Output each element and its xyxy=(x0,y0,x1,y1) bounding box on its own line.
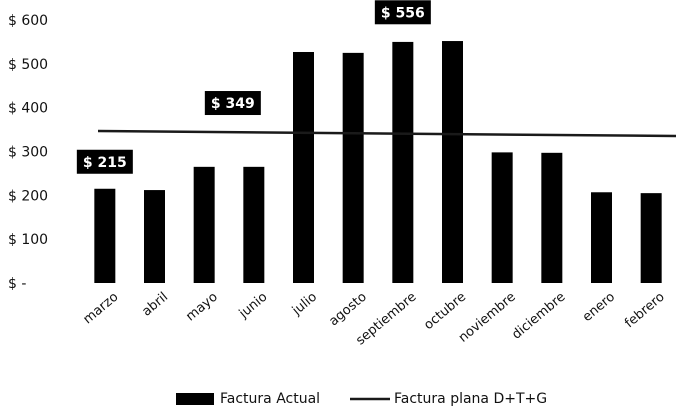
bar-junio xyxy=(243,166,265,283)
data-label-box xyxy=(204,91,261,116)
category-label: diciembre xyxy=(509,290,568,343)
legend: Factura Actual Factura plana D+T+G xyxy=(176,391,547,407)
bar-septiembre xyxy=(392,41,414,283)
category-label: febrero xyxy=(622,290,668,332)
bars xyxy=(94,41,662,283)
data-label-text: $ 349 xyxy=(211,96,255,112)
data-label: $ 215 xyxy=(76,149,133,174)
bar-mayo xyxy=(193,166,215,283)
category-label: abril xyxy=(139,290,171,320)
category-label: marzo xyxy=(81,290,122,328)
data-label: $ 349 xyxy=(204,91,261,116)
data-label-box xyxy=(374,0,431,25)
category-label: mayo xyxy=(183,290,220,325)
data-label-text: $ 215 xyxy=(83,155,127,171)
y-tick-label: $ 200 xyxy=(8,188,48,204)
y-tick-label: $ 300 xyxy=(8,145,48,161)
y-tick-label: $ 500 xyxy=(8,57,48,73)
factura-plana-line xyxy=(97,129,677,138)
average-line xyxy=(97,129,677,138)
y-tick-label: $ 100 xyxy=(8,232,48,248)
category-label: agosto xyxy=(326,290,369,330)
data-label: $ 556 xyxy=(374,0,431,25)
category-label: enero xyxy=(580,290,618,325)
x-axis: marzo abril mayo junio julio agostoseptiembre… xyxy=(81,290,668,349)
legend-label-line: Factura plana D+T+G xyxy=(394,391,547,407)
category-label: junio xyxy=(236,290,271,323)
data-labels: $ 215 $ 349 $ 556 xyxy=(76,0,431,174)
category-label: octubre xyxy=(421,290,469,333)
y-tick-label: $ 400 xyxy=(8,101,48,117)
bar-marzo xyxy=(94,188,116,283)
bar-octubre xyxy=(442,41,463,283)
bar-abril xyxy=(144,190,165,283)
data-label-box xyxy=(76,149,133,174)
bar-diciembre xyxy=(541,152,563,283)
bar-enero xyxy=(591,192,612,283)
y-axis: $ - $ 100 $ 200 $ 300 $ 400 $ 500 $ 600 xyxy=(8,13,48,292)
bar-febrero xyxy=(640,193,662,283)
category-label: julio xyxy=(289,290,320,320)
bar-agosto xyxy=(342,52,364,283)
bar-noviembre xyxy=(491,152,513,283)
legend-swatch-bar xyxy=(176,393,214,405)
y-tick-label: $ - xyxy=(8,276,26,292)
legend-label-bar: Factura Actual xyxy=(220,391,320,407)
bar-julio xyxy=(293,51,314,283)
data-label-text: $ 556 xyxy=(381,5,425,21)
y-tick-label: $ 600 xyxy=(8,13,48,29)
